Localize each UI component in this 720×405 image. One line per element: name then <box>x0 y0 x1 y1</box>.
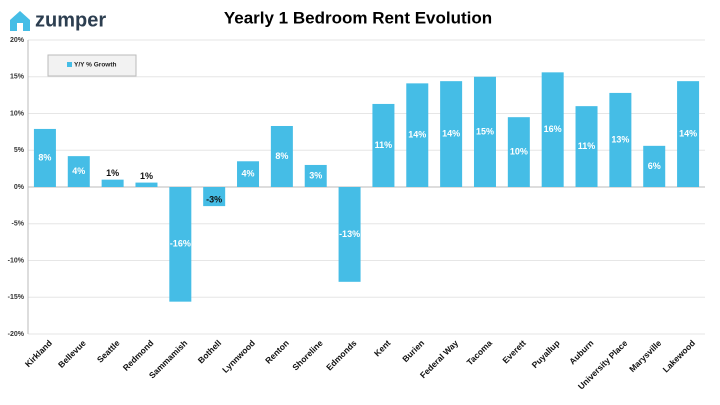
y-tick-label: 0% <box>14 184 25 191</box>
y-tick-label: 15% <box>10 74 25 81</box>
bar <box>270 125 293 187</box>
bar <box>372 103 395 187</box>
data-label: 3% <box>309 170 322 180</box>
bar <box>338 187 361 282</box>
data-label: 14% <box>442 128 460 138</box>
y-tick-label: -10% <box>8 257 25 264</box>
bar <box>575 106 598 187</box>
x-tick-label: Redmond <box>121 338 156 373</box>
bar <box>33 128 56 187</box>
data-label: 6% <box>648 161 661 171</box>
logo-icon <box>10 11 30 31</box>
data-label: -3% <box>206 194 222 204</box>
y-tick-label: 5% <box>14 147 25 154</box>
data-label: 15% <box>476 126 494 136</box>
data-label: -16% <box>170 239 191 249</box>
data-label: 10% <box>510 146 528 156</box>
bar <box>135 182 158 187</box>
x-tick-label: Burien <box>400 338 426 364</box>
legend-swatch <box>67 62 72 67</box>
x-tick-label: Renton <box>263 338 291 366</box>
legend: Y/Y % Growth <box>47 54 137 77</box>
y-tick-label: -15% <box>8 294 25 301</box>
data-label: 8% <box>38 152 51 162</box>
y-tick-label: -20% <box>8 331 25 338</box>
x-tick-label: Kirkland <box>23 338 54 369</box>
data-label: 11% <box>375 140 393 150</box>
data-label: 1% <box>106 168 119 178</box>
x-tick-label: Kent <box>372 338 393 359</box>
data-label: 11% <box>578 141 596 151</box>
x-tick-label: Auburn <box>567 338 595 366</box>
bar <box>473 76 496 187</box>
y-tick-label: 10% <box>10 110 25 117</box>
data-label: 14% <box>679 128 697 138</box>
bar <box>677 81 700 187</box>
data-label: -13% <box>339 229 360 239</box>
chart-title: Yearly 1 Bedroom Rent Evolution <box>224 8 492 27</box>
legend-label: Y/Y % Growth <box>74 62 117 69</box>
x-tick-label: Shoreline <box>290 338 325 373</box>
bar <box>541 72 564 187</box>
data-label: 13% <box>611 134 629 144</box>
bar <box>304 164 327 187</box>
x-tick-label: Lynnwood <box>220 338 257 375</box>
x-tick-label: Everett <box>500 338 528 366</box>
x-tick-label: Edmonds <box>324 338 359 373</box>
bar <box>101 179 124 187</box>
logo-text: zumper <box>35 9 106 31</box>
bar <box>67 156 90 187</box>
data-label: 4% <box>242 169 255 179</box>
x-tick-label: Puyallup <box>530 338 562 370</box>
x-tick-label: Seattle <box>95 338 122 365</box>
data-label: 4% <box>72 166 85 176</box>
x-tick-label: Bothell <box>196 338 223 365</box>
bar <box>609 92 632 187</box>
x-tick-label: Marysville <box>627 338 663 374</box>
bar <box>507 117 530 187</box>
bar <box>169 187 192 302</box>
bar <box>440 81 463 187</box>
data-label: 16% <box>544 124 562 134</box>
bar <box>203 187 226 207</box>
x-tick-label: Tacoma <box>465 338 495 368</box>
bar <box>237 161 260 187</box>
bar <box>643 145 666 187</box>
data-label: 8% <box>275 151 288 161</box>
legend-box <box>47 54 137 77</box>
x-tick-label: Lakewood <box>661 338 697 374</box>
y-tick-label: -5% <box>12 221 25 228</box>
logo-door <box>17 23 23 31</box>
y-tick-label: 20% <box>10 37 25 44</box>
logo: zumper <box>10 9 106 31</box>
x-tick-label: Bellevue <box>56 338 88 370</box>
data-label: 1% <box>140 171 153 181</box>
data-label: 14% <box>408 130 426 140</box>
bar <box>406 83 429 187</box>
